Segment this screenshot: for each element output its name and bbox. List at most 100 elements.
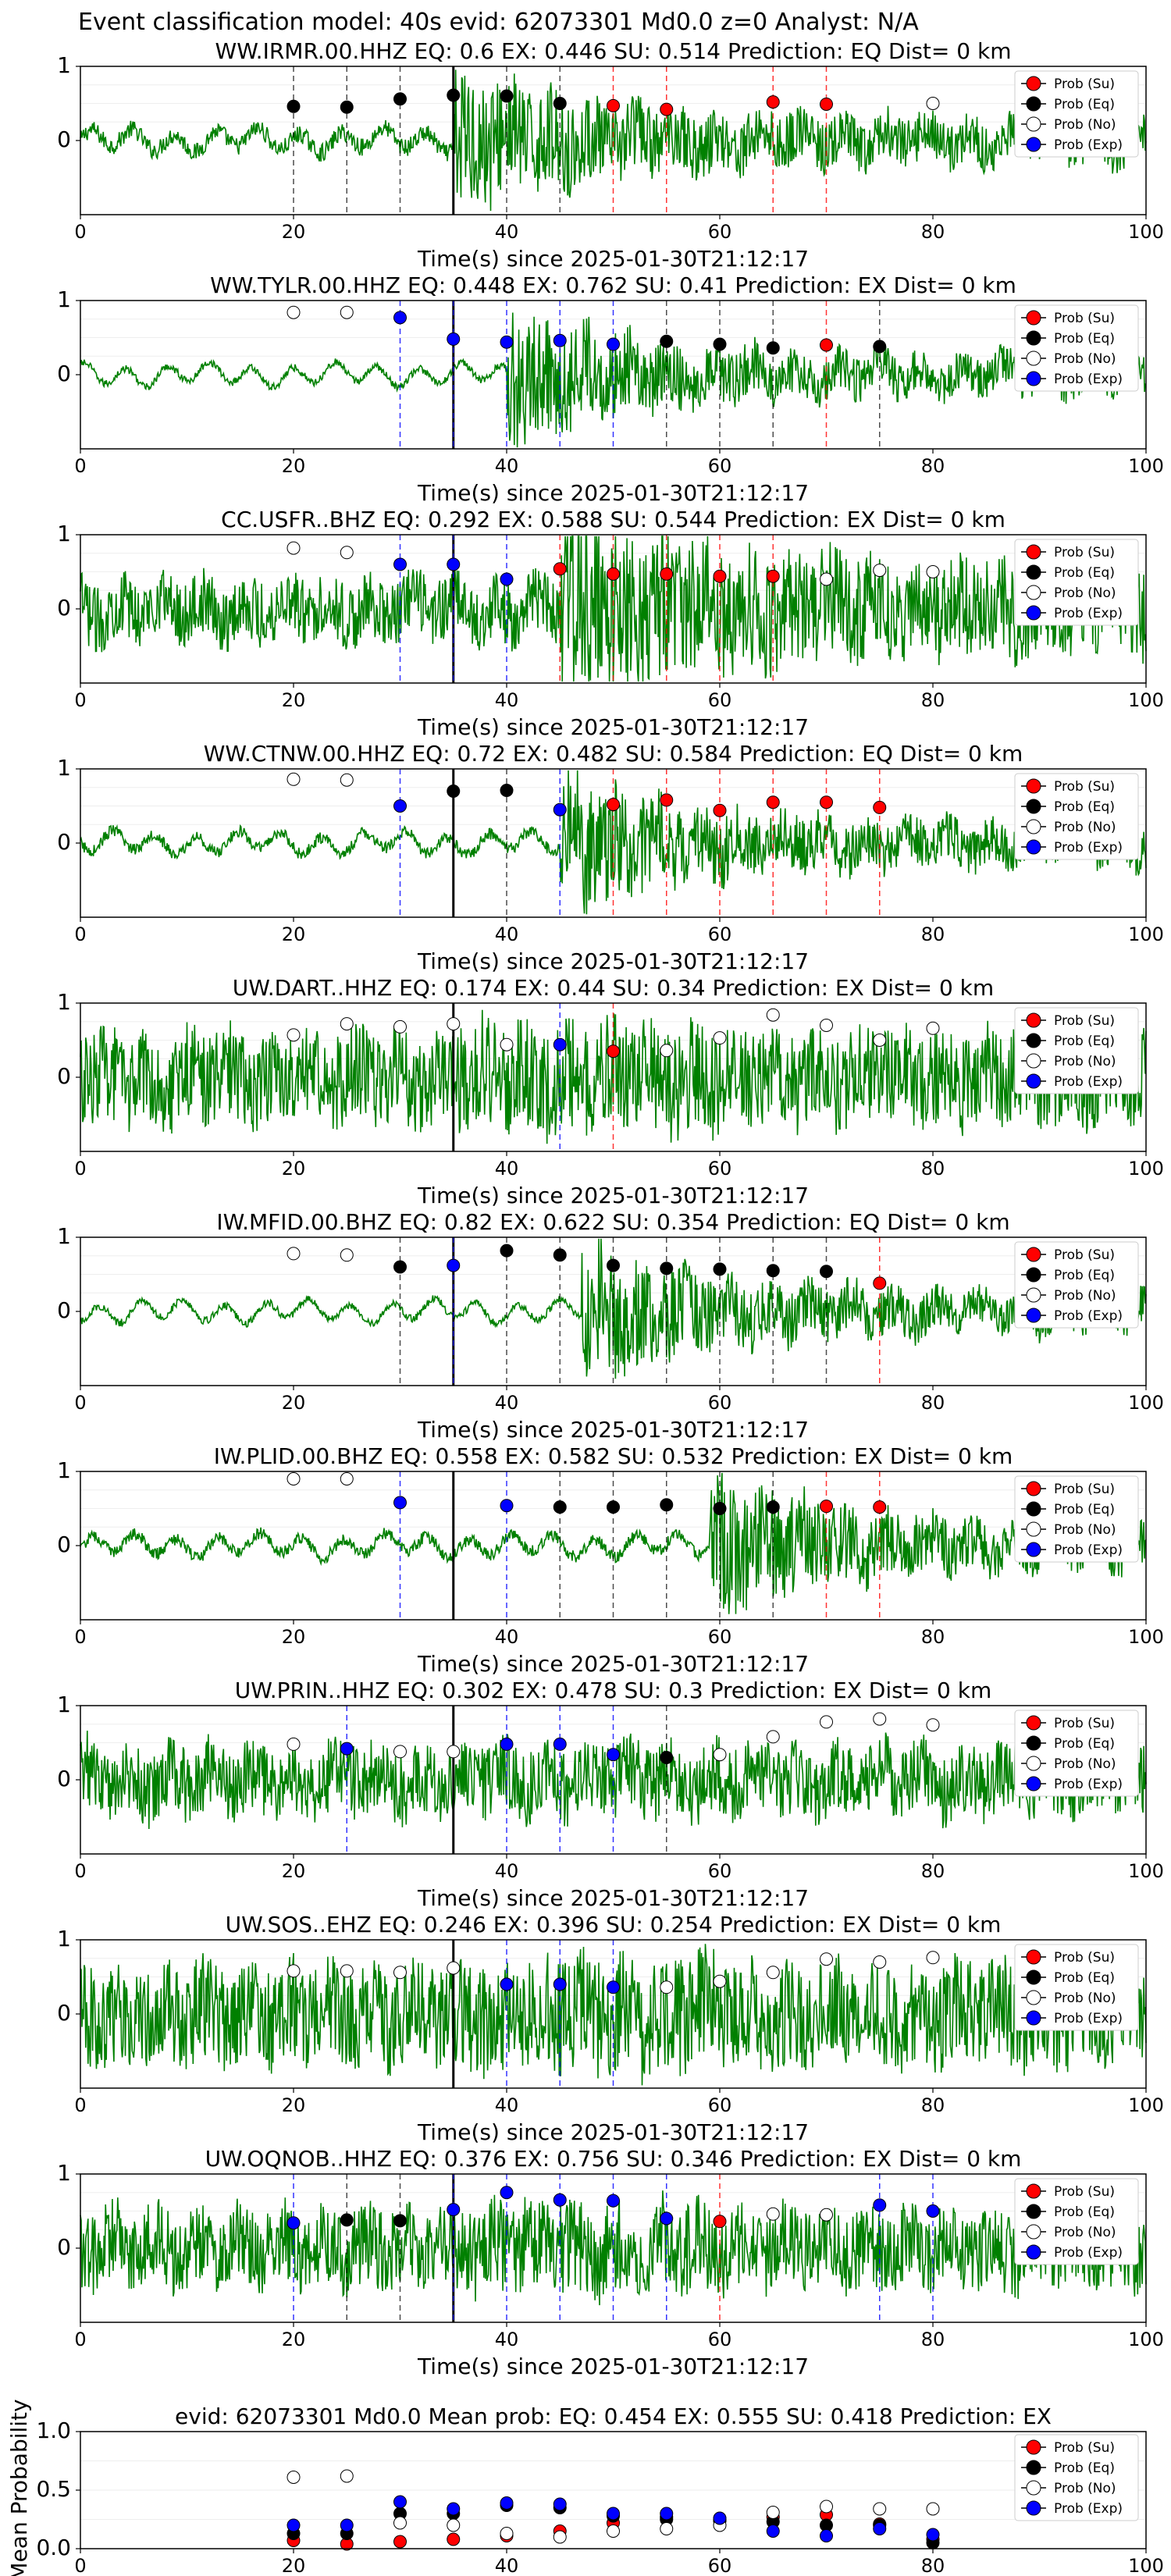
panel-title: CC.USFR..BHZ EQ: 0.292 EX: 0.588 SU: 0.5… <box>221 507 1005 532</box>
legend-box <box>1014 773 1139 860</box>
x-tick-label: 20 <box>282 923 306 945</box>
x-tick-label: 40 <box>495 923 519 945</box>
legend-label: Prob (Exp) <box>1054 1308 1123 1324</box>
x-tick-label: 40 <box>495 455 519 477</box>
legend-marker-eq <box>1026 1735 1041 1751</box>
legend-marker-eq <box>1026 1033 1041 1048</box>
waveform <box>80 770 1147 915</box>
legend-marker-no <box>1026 2224 1041 2240</box>
legend-marker-no <box>1026 116 1041 132</box>
panel-title: WW.CTNW.00.HHZ EQ: 0.72 EX: 0.482 SU: 0.… <box>204 741 1023 767</box>
legend-label: Prob (Eq) <box>1054 1736 1115 1752</box>
prob-point-su <box>820 97 833 111</box>
y-tick-label: 0.0 <box>36 2535 71 2560</box>
y-tick-label: 0 <box>57 361 71 386</box>
legend-label: Prob (Eq) <box>1054 2204 1115 2220</box>
mean-point-no <box>926 2502 940 2516</box>
prob-point-su <box>873 1500 887 1514</box>
prob-point-no <box>500 1037 514 1051</box>
legend-label: Prob (Eq) <box>1054 97 1115 112</box>
mean-point-exp <box>340 2518 354 2532</box>
legend-label: Prob (No) <box>1054 2225 1116 2240</box>
panel-7: 0 20 40 60 80 100 0 1 IW.PLID.00.BHZ EQ: 0.558 E… <box>57 1443 1164 1677</box>
x-tick-label: 100 <box>1128 1626 1164 1648</box>
legend-marker-exp <box>1026 1776 1041 1791</box>
x-tick-label: 20 <box>282 1158 306 1179</box>
prob-point-no <box>820 1952 833 1966</box>
mean-point-no <box>766 2506 780 2519</box>
prob-point-exp <box>607 1980 620 1994</box>
panel-9: 0 20 40 60 80 100 0 1 UW.SOS..EHZ EQ: 0.246 EX: … <box>57 1912 1164 2145</box>
prob-point-exp <box>553 1977 567 1991</box>
prob-point-exp <box>447 1258 461 1272</box>
prob-point-su <box>607 1044 620 1059</box>
legend-box <box>1014 1475 1139 1563</box>
prob-point-no <box>287 1247 301 1261</box>
prob-point-no <box>393 1966 407 1980</box>
x-axis-label: Time(s) since 2025-01-30T21:12:17 <box>417 714 809 740</box>
prob-point-eq <box>447 785 461 798</box>
x-tick-label: 80 <box>921 2329 945 2350</box>
prob-point-eq <box>447 88 461 102</box>
prob-point-exp <box>500 572 514 586</box>
prob-point-su <box>713 569 727 583</box>
prob-point-no <box>660 1980 674 1994</box>
legend-label: Prob (Su) <box>1054 1716 1115 1731</box>
panel-title: IW.PLID.00.BHZ EQ: 0.558 EX: 0.582 SU: 0… <box>214 1443 1013 1469</box>
prob-point-exp <box>500 1499 514 1513</box>
x-tick-label: 100 <box>1128 923 1164 945</box>
prob-point-su <box>713 803 727 817</box>
x-tick-label: 60 <box>708 689 732 711</box>
x-tick-label: 80 <box>921 923 945 945</box>
y-tick-label: 1 <box>57 1223 71 1249</box>
legend-label: Prob (No) <box>1054 351 1116 367</box>
x-tick-label: 40 <box>495 221 519 243</box>
legend-box <box>1014 70 1139 158</box>
prob-point-su <box>607 98 620 112</box>
panel-6: 0 20 40 60 80 100 0 1 IW.MFID.00.BHZ EQ: 0.82 EX… <box>57 1209 1164 1443</box>
legend-label: Prob (No) <box>1054 820 1116 835</box>
mean-point-no <box>607 2524 620 2538</box>
prob-point-eq <box>393 92 407 106</box>
x-tick-label: 40 <box>495 2329 519 2350</box>
prob-point-eq <box>660 1261 674 1276</box>
mean-point-no <box>660 2522 674 2535</box>
x-tick-label: 40 <box>495 689 519 711</box>
prob-point-eq <box>553 97 567 110</box>
legend-label: Prob (No) <box>1054 1756 1116 1772</box>
x-tick-label: 0 <box>74 2555 86 2576</box>
prob-point-no <box>820 572 833 586</box>
prob-point-eq <box>340 2213 354 2227</box>
x-tick-label: 100 <box>1128 689 1164 711</box>
y-tick-label: 1 <box>57 1457 71 1483</box>
prob-point-su <box>713 2215 727 2229</box>
prob-point-exp <box>607 337 620 351</box>
mean-point-exp <box>926 2528 940 2542</box>
legend-label: Prob (No) <box>1054 1288 1116 1304</box>
panel-title: UW.PRIN..HHZ EQ: 0.302 EX: 0.478 SU: 0.3… <box>235 1678 992 1703</box>
legend-marker-exp <box>1026 2010 1041 2026</box>
x-tick-label: 100 <box>1128 455 1164 477</box>
legend-label: Prob (Eq) <box>1054 2460 1115 2476</box>
prob-point-exp <box>287 2216 301 2230</box>
prob-point-no <box>926 1021 940 1035</box>
prob-point-exp <box>393 799 407 813</box>
legend-box <box>1014 1007 1139 1094</box>
x-tick-label: 80 <box>921 455 945 477</box>
prob-point-eq <box>500 1244 514 1258</box>
prob-point-eq <box>553 1500 567 1514</box>
legend-label: Prob (Exp) <box>1054 2245 1123 2261</box>
prob-point-exp <box>393 311 407 325</box>
legend-marker-no <box>1026 585 1041 600</box>
mean-point-no <box>340 2469 354 2483</box>
x-axis-label: Time(s) since 2025-01-30T21:12:17 <box>417 1417 809 1443</box>
prob-point-eq <box>607 1258 620 1272</box>
x-tick-label: 20 <box>282 2555 306 2576</box>
x-tick-label: 60 <box>708 923 732 945</box>
prob-point-no <box>447 1961 461 1975</box>
waveform <box>80 1731 1147 1830</box>
prob-point-eq <box>660 1751 674 1764</box>
prob-point-no <box>287 1472 301 1485</box>
waveform <box>80 1944 1147 2086</box>
x-tick-label: 40 <box>495 1158 519 1179</box>
